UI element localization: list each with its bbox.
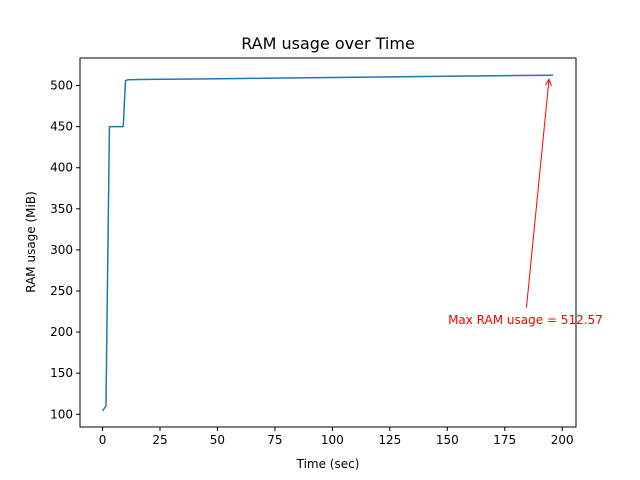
- line-layer: [101, 74, 554, 412]
- y-tick-label: 500: [50, 79, 73, 93]
- y-tick-label: 300: [50, 243, 73, 257]
- max-ram-annotation: Max RAM usage = 512.57: [448, 313, 603, 327]
- y-tick-label: 150: [50, 366, 73, 380]
- x-tick-label: 200: [551, 433, 574, 447]
- x-tick-label: 100: [321, 433, 344, 447]
- x-tick-label: 150: [436, 433, 459, 447]
- ram-usage-series-line: [101, 74, 554, 412]
- x-axis-label: Time (sec): [296, 457, 360, 471]
- annotation-arrow-line: [525, 79, 550, 308]
- x-tick-label: 25: [152, 433, 167, 447]
- x-axis-ticks: 0 25 50 75 100 125 150 175 200: [99, 427, 574, 447]
- annotation-layer: Max RAM usage = 512.57: [448, 78, 603, 327]
- x-tick-label: 0: [99, 433, 107, 447]
- y-tick-label: 250: [50, 284, 73, 298]
- y-tick-label: 400: [50, 161, 73, 175]
- annotation-arrow-head: [544, 78, 552, 86]
- y-axis-ticks: 100 150 200 250 300 350 400 450 500: [50, 79, 80, 421]
- y-tick-label: 450: [50, 120, 73, 134]
- y-tick-label: 200: [50, 325, 73, 339]
- y-axis-label: RAM usage (MiB): [24, 191, 38, 293]
- x-tick-label: 50: [210, 433, 225, 447]
- x-tick-label: 175: [493, 433, 516, 447]
- x-tick-label: 75: [267, 433, 282, 447]
- y-tick-label: 350: [50, 202, 73, 216]
- y-tick-label: 100: [50, 407, 73, 421]
- x-tick-label: 125: [378, 433, 401, 447]
- chart-title: RAM usage over Time: [241, 34, 415, 53]
- axes-frame: [79, 57, 577, 428]
